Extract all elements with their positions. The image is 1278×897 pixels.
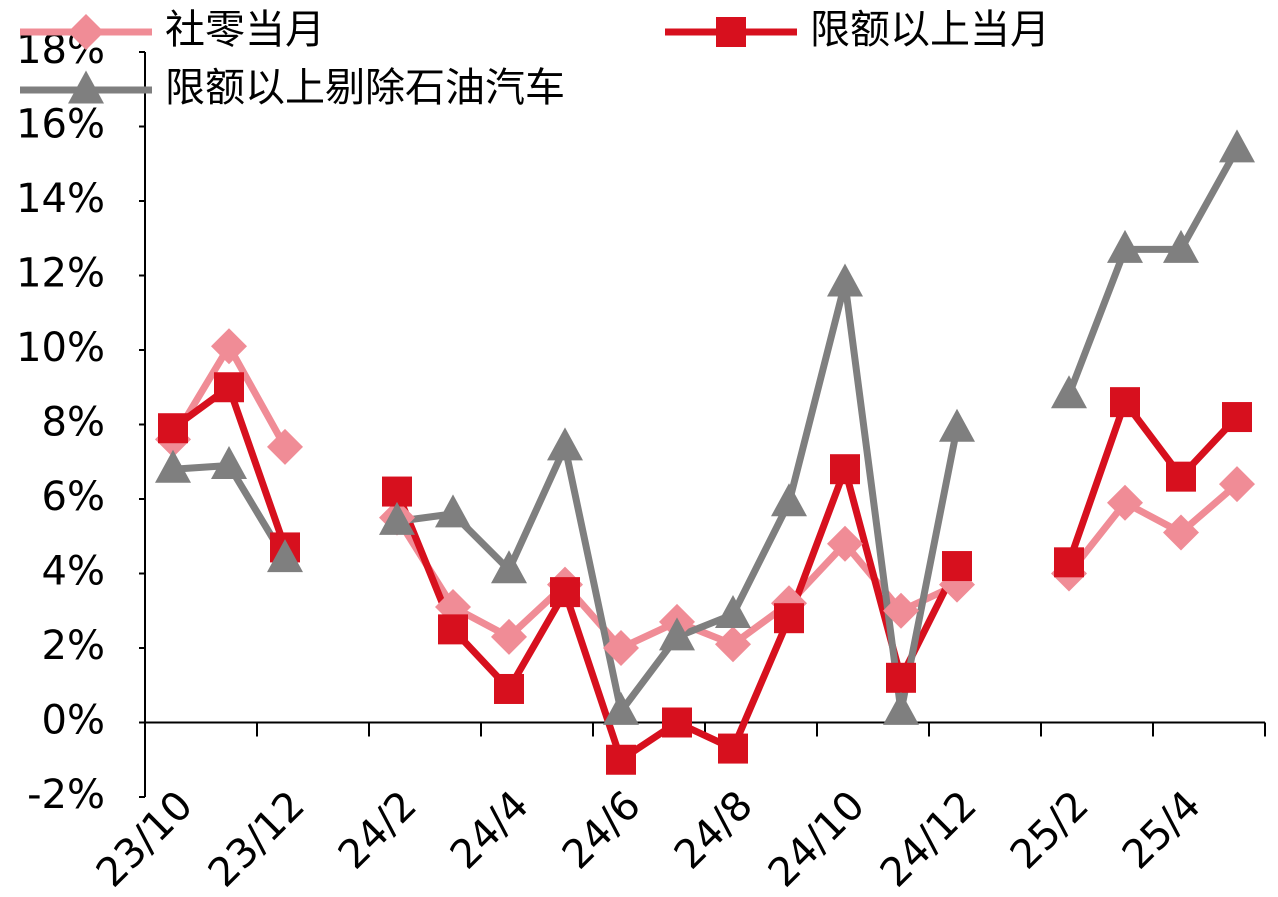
x-tick-label: 24/8	[666, 782, 762, 878]
marker	[606, 744, 636, 775]
marker	[830, 454, 860, 485]
marker	[438, 614, 468, 645]
marker	[1107, 229, 1143, 263]
legend-label: 社零当月	[165, 7, 325, 53]
x-tick-label: 25/4	[1114, 782, 1210, 878]
legend-label: 限额以上当月	[810, 7, 1050, 53]
y-tick-label: 14%	[16, 176, 105, 222]
marker	[1051, 375, 1087, 409]
marker	[435, 494, 471, 528]
y-tick-label: 8%	[42, 400, 105, 446]
series-line	[172, 147, 1241, 715]
marker	[883, 691, 919, 725]
y-tick-label: 12%	[16, 251, 105, 297]
marker	[827, 525, 863, 562]
marker	[659, 617, 695, 651]
marker	[1219, 129, 1255, 163]
marker	[1107, 484, 1143, 521]
marker	[1166, 461, 1196, 492]
marker	[267, 539, 303, 573]
marker	[68, 14, 104, 50]
marker	[1222, 402, 1252, 433]
marker	[716, 17, 746, 47]
marker	[827, 263, 863, 297]
marker	[211, 445, 247, 479]
marker	[1110, 387, 1140, 418]
marker	[155, 449, 191, 483]
x-tick-label: 23/12	[200, 782, 314, 896]
x-tick-label: 24/10	[760, 782, 874, 896]
marker	[774, 603, 804, 634]
marker	[603, 691, 639, 725]
marker	[267, 428, 303, 465]
marker	[382, 476, 412, 507]
marker	[718, 733, 748, 764]
y-tick-label: 10%	[16, 325, 105, 371]
marker	[715, 594, 751, 628]
y-tick-label: 6%	[42, 474, 105, 520]
marker	[379, 501, 415, 535]
marker	[883, 592, 919, 629]
marker	[158, 413, 188, 444]
y-tick-label: 16%	[16, 102, 105, 148]
marker	[715, 626, 751, 663]
y-tick-label: 4%	[42, 549, 105, 595]
x-tick-label: 25/2	[1002, 782, 1098, 878]
marker	[886, 662, 916, 693]
marker	[68, 70, 104, 104]
x-tick-label: 24/12	[872, 782, 986, 896]
y-tick-label: 2%	[42, 623, 105, 669]
y-tick-label: -2%	[27, 772, 105, 818]
marker	[662, 707, 692, 738]
y-tick-label: 0%	[42, 698, 105, 744]
marker	[211, 328, 247, 365]
marker	[550, 577, 580, 608]
marker	[1054, 547, 1084, 578]
marker	[1219, 466, 1255, 503]
x-tick-label: 24/4	[442, 782, 538, 878]
marker	[939, 408, 975, 442]
legend-label: 限额以上剔除石油汽车	[165, 65, 565, 111]
marker	[547, 427, 583, 461]
marker	[771, 483, 807, 517]
marker	[1163, 229, 1199, 263]
marker	[942, 551, 972, 582]
x-tick-label: 24/6	[554, 782, 650, 878]
marker	[214, 372, 244, 403]
x-tick-label: 24/2	[330, 782, 426, 878]
marker	[491, 618, 527, 655]
marker	[603, 630, 639, 666]
marker	[491, 550, 527, 584]
marker	[494, 673, 524, 704]
marker	[1163, 514, 1199, 551]
